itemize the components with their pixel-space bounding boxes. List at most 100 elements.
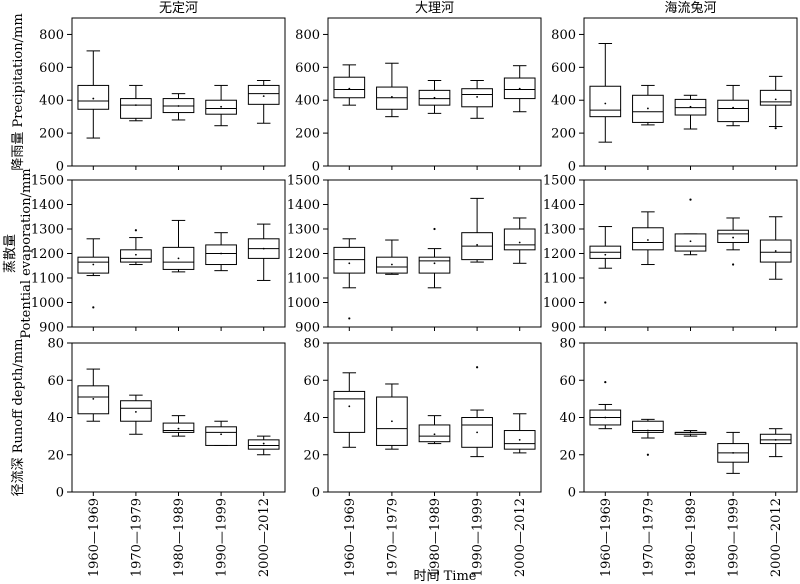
box-4 bbox=[717, 431, 749, 496]
outlier-point bbox=[689, 198, 692, 201]
mean-marker bbox=[220, 105, 223, 108]
box-3 bbox=[418, 415, 451, 496]
x-tick-label: 1970—1979 bbox=[129, 498, 144, 577]
mean-marker bbox=[391, 263, 393, 266]
outlier-point bbox=[476, 366, 479, 369]
outlier-point bbox=[134, 229, 137, 232]
y-tick-label: 0 bbox=[56, 486, 64, 501]
y-tick-label: 900 bbox=[295, 321, 320, 336]
mean-marker bbox=[92, 97, 95, 100]
mean-marker bbox=[689, 240, 692, 243]
mean-marker bbox=[177, 427, 180, 430]
iqr-box bbox=[759, 433, 792, 445]
x-tick-label: 1960—1969 bbox=[599, 498, 614, 577]
y-tick-label: 1000 bbox=[543, 296, 576, 311]
mean-marker bbox=[604, 253, 607, 256]
iqr-box bbox=[759, 89, 792, 106]
mean-marker bbox=[135, 253, 137, 256]
y-tick-label: 1200 bbox=[31, 247, 64, 262]
y-tick-label: 1100 bbox=[543, 272, 576, 287]
box-2 bbox=[120, 84, 152, 170]
y-tick-label: 900 bbox=[551, 321, 576, 336]
box-1 bbox=[333, 372, 366, 496]
y-tick-label: 80 bbox=[47, 337, 64, 352]
x-tick-label: 1960—1969 bbox=[87, 498, 102, 577]
y-tick-label: 20 bbox=[303, 448, 320, 463]
y-tick-label: 1300 bbox=[543, 223, 576, 238]
mean-marker bbox=[433, 433, 436, 436]
box-4 bbox=[205, 420, 237, 496]
mean-marker bbox=[220, 252, 223, 255]
box-2 bbox=[376, 239, 408, 331]
mean-marker bbox=[518, 87, 521, 90]
iqr-box bbox=[120, 249, 152, 263]
mean-marker bbox=[391, 420, 393, 423]
mean-marker bbox=[92, 263, 95, 266]
y-tick-label: 400 bbox=[295, 94, 320, 109]
y-tick-label: 20 bbox=[559, 448, 576, 463]
mean-marker bbox=[647, 429, 649, 432]
y-tick-label: 0 bbox=[312, 160, 320, 175]
box-3 bbox=[674, 198, 707, 331]
y-tick-label: 60 bbox=[303, 374, 320, 389]
panel-grid: 0200400600800020040060080002004006008009… bbox=[31, 17, 798, 577]
mean-marker bbox=[476, 244, 478, 246]
outlier-point bbox=[732, 263, 735, 266]
x-tick-label: 1990—1999 bbox=[215, 498, 230, 577]
y-tick-label: 1000 bbox=[31, 296, 64, 311]
mean-marker bbox=[92, 397, 95, 400]
mean-marker bbox=[774, 98, 777, 101]
y-tick-label: 1400 bbox=[543, 198, 576, 213]
mean-marker bbox=[732, 236, 734, 239]
iqr-box bbox=[77, 385, 110, 415]
outlier-point bbox=[646, 453, 650, 456]
panel-r3-c2: 0 20 40 60 80 1960—1969 1970—1979 1980—1989 1990… bbox=[303, 337, 542, 577]
iqr-box bbox=[120, 400, 152, 422]
box-2 bbox=[632, 418, 664, 496]
mean-marker bbox=[774, 438, 777, 441]
y-tick-label: 40 bbox=[303, 411, 320, 426]
iqr-box bbox=[503, 228, 536, 251]
x-tick-label: 1980—1989 bbox=[172, 498, 187, 577]
panel-r3-c1: 0 20 40 60 80 1960—1969 1970—1979 1980—1989 1990… bbox=[47, 337, 286, 577]
mean-marker bbox=[220, 433, 223, 436]
box-4 bbox=[461, 366, 493, 496]
box-3 bbox=[162, 415, 195, 496]
y-tick-label: 800 bbox=[39, 28, 64, 43]
mean-marker bbox=[689, 105, 692, 108]
x-axis-label: 时间 Time bbox=[414, 569, 477, 584]
y-tick-label: 40 bbox=[47, 411, 64, 426]
box-1 bbox=[589, 381, 622, 496]
mean-marker bbox=[177, 257, 180, 260]
mean-marker bbox=[732, 106, 734, 109]
x-tick-label: 1970—1979 bbox=[641, 498, 656, 577]
box-1 bbox=[77, 50, 110, 170]
box-3 bbox=[674, 430, 707, 496]
outlier-point bbox=[604, 301, 607, 304]
panel-r1-c2: 0 200 400 600 800 bbox=[295, 17, 542, 175]
y-axis-label-runoff: 径流深 Runoff depth/mm bbox=[11, 339, 26, 497]
iqr-box bbox=[120, 98, 152, 119]
y-tick-label: 1200 bbox=[543, 247, 576, 262]
box-4 bbox=[205, 232, 237, 331]
mean-marker bbox=[476, 431, 478, 434]
column-title-3: 海流兔河 bbox=[664, 1, 716, 16]
mean-marker bbox=[774, 250, 777, 252]
iqr-box bbox=[717, 99, 749, 123]
iqr-box bbox=[333, 76, 366, 99]
x-tick-label: 1980—1989 bbox=[428, 498, 443, 577]
iqr-box bbox=[418, 424, 451, 443]
box-5 bbox=[503, 217, 536, 331]
iqr-box bbox=[717, 229, 749, 243]
box-3 bbox=[418, 79, 451, 170]
y-tick-label: 60 bbox=[559, 374, 576, 389]
box-4 bbox=[205, 84, 237, 170]
y-tick-label: 1500 bbox=[31, 174, 64, 189]
panel-r1-c1: 0 200 400 600 800 bbox=[39, 17, 286, 175]
panel-r2-c2: 900 1000 1100 1200 1300 1400 1500 bbox=[287, 174, 542, 336]
panel-r3-c3: 0 20 40 60 80 1960—1969 1970—1979 1980—1989 1990… bbox=[559, 337, 798, 577]
mean-marker bbox=[433, 262, 436, 265]
y-tick-label: 400 bbox=[551, 94, 576, 109]
y-axis-label-evaporation-cn: 蒸散量 bbox=[3, 234, 18, 273]
box-4 bbox=[461, 79, 493, 170]
